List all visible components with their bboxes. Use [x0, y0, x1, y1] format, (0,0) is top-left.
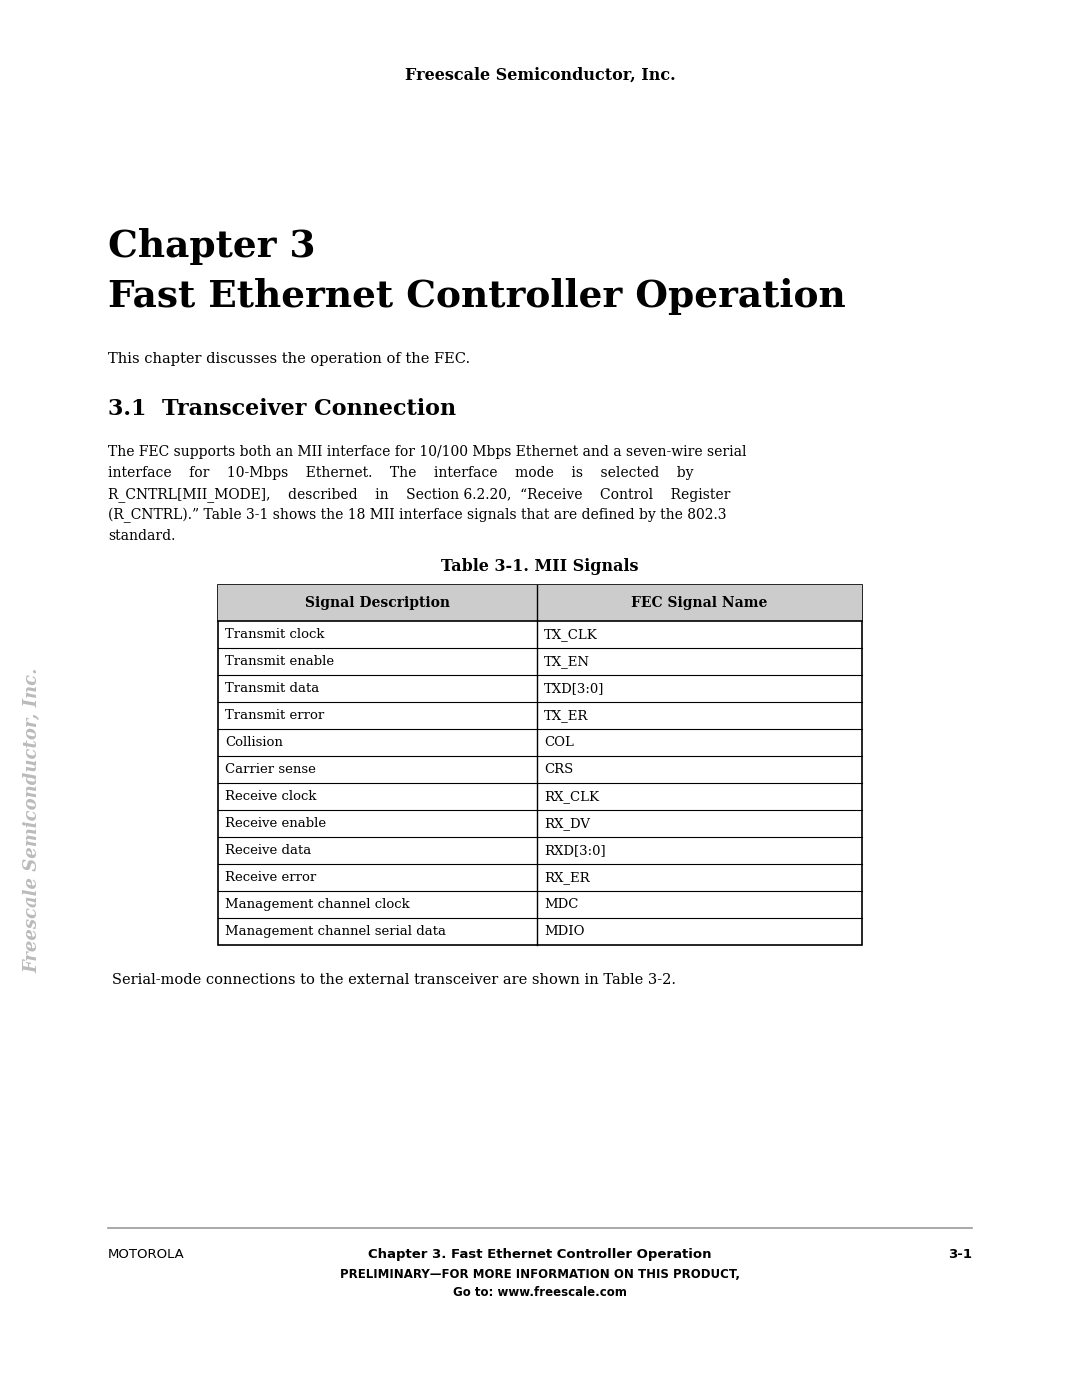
- Text: Receive clock: Receive clock: [225, 789, 316, 803]
- Text: RXD[3:0]: RXD[3:0]: [544, 844, 606, 856]
- Text: Receive enable: Receive enable: [225, 817, 326, 830]
- Text: Chapter 3. Fast Ethernet Controller Operation: Chapter 3. Fast Ethernet Controller Oper…: [368, 1248, 712, 1261]
- Text: FEC Signal Name: FEC Signal Name: [632, 597, 768, 610]
- Text: Fast Ethernet Controller Operation: Fast Ethernet Controller Operation: [108, 278, 846, 314]
- Text: R_CNTRL[MII_MODE],    described    in    Section 6.2.20,  “Receive    Control   : R_CNTRL[MII_MODE], described in Section …: [108, 488, 730, 502]
- Text: Chapter 3: Chapter 3: [108, 228, 315, 265]
- Text: 3.1  Transceiver Connection: 3.1 Transceiver Connection: [108, 398, 456, 420]
- Text: Transmit error: Transmit error: [225, 710, 324, 722]
- Text: Signal Description: Signal Description: [305, 597, 450, 610]
- Text: MDIO: MDIO: [544, 925, 584, 937]
- Text: RX_ER: RX_ER: [544, 870, 590, 884]
- Text: Go to: www.freescale.com: Go to: www.freescale.com: [454, 1287, 626, 1299]
- Text: standard.: standard.: [108, 529, 175, 543]
- Text: PRELIMINARY—FOR MORE INFORMATION ON THIS PRODUCT,: PRELIMINARY—FOR MORE INFORMATION ON THIS…: [340, 1268, 740, 1281]
- Text: The FEC supports both an MII interface for 10/100 Mbps Ethernet and a seven-wire: The FEC supports both an MII interface f…: [108, 446, 746, 460]
- Text: Management channel serial data: Management channel serial data: [225, 925, 446, 937]
- Text: Transmit enable: Transmit enable: [225, 655, 334, 668]
- Text: MDC: MDC: [544, 898, 579, 911]
- Text: TXD[3:0]: TXD[3:0]: [544, 682, 605, 694]
- Text: Serial-mode connections to the external transceiver are shown in Table 3-2.: Serial-mode connections to the external …: [98, 972, 676, 988]
- Text: Management channel clock: Management channel clock: [225, 898, 409, 911]
- Text: Table 3-1. MII Signals: Table 3-1. MII Signals: [442, 557, 638, 576]
- Text: TX_CLK: TX_CLK: [544, 629, 597, 641]
- Text: Collision: Collision: [225, 736, 283, 749]
- Text: Freescale Semiconductor, Inc.: Freescale Semiconductor, Inc.: [23, 668, 41, 972]
- Text: interface    for    10-Mbps    Ethernet.    The    interface    mode    is    se: interface for 10-Mbps Ethernet. The inte…: [108, 467, 693, 481]
- Text: RX_DV: RX_DV: [544, 817, 590, 830]
- Text: Receive error: Receive error: [225, 870, 316, 884]
- Text: Carrier sense: Carrier sense: [225, 763, 315, 775]
- Text: TX_EN: TX_EN: [544, 655, 590, 668]
- Text: COL: COL: [544, 736, 573, 749]
- Bar: [218, 585, 862, 944]
- Bar: [218, 585, 862, 622]
- Text: Freescale Semiconductor, Inc.: Freescale Semiconductor, Inc.: [405, 67, 675, 84]
- Text: 3-1: 3-1: [948, 1248, 972, 1261]
- Text: RX_CLK: RX_CLK: [544, 789, 599, 803]
- Text: Transmit data: Transmit data: [225, 682, 320, 694]
- Text: MOTOROLA: MOTOROLA: [108, 1248, 185, 1261]
- Text: This chapter discusses the operation of the FEC.: This chapter discusses the operation of …: [108, 352, 470, 366]
- Text: CRS: CRS: [544, 763, 573, 775]
- Text: Receive data: Receive data: [225, 844, 311, 856]
- Text: Transmit clock: Transmit clock: [225, 629, 324, 641]
- Text: TX_ER: TX_ER: [544, 710, 589, 722]
- Text: (R_CNTRL).” Table 3-1 shows the 18 MII interface signals that are defined by the: (R_CNTRL).” Table 3-1 shows the 18 MII i…: [108, 509, 727, 524]
